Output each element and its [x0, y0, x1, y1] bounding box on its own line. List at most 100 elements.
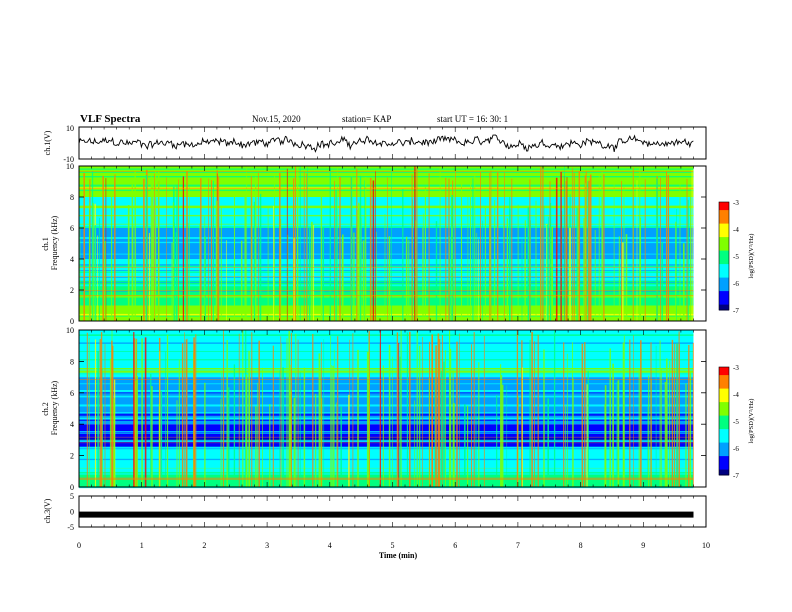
spectrum-stripe	[79, 284, 694, 287]
colorbar-cell	[719, 245, 729, 249]
spectrum-stripe	[79, 458, 694, 461]
spectrum-stripe	[79, 296, 694, 298]
colorbar-cell	[719, 231, 729, 235]
colorbar-cell	[719, 218, 729, 222]
colorbar-cell	[719, 391, 729, 395]
time-tick-label: 9	[641, 541, 645, 550]
colorbar-cell	[719, 242, 729, 246]
spectrum-stripe	[79, 372, 694, 373]
ch3-yticks: 5 0 -5	[67, 492, 74, 532]
colorbar-cell	[719, 466, 729, 471]
colorbar-cell	[719, 301, 729, 306]
freq-tick-label: 8	[70, 193, 74, 202]
colorbar-cell	[719, 412, 729, 417]
colorbar-tick-label: -5	[733, 253, 739, 261]
time-axis-label: Time (min)	[379, 551, 418, 560]
spectrum-stripe	[79, 265, 694, 267]
colorbar-cell	[719, 204, 729, 208]
freq-tick-label: 2	[70, 452, 74, 461]
colorbar-tick-label: -4	[733, 391, 739, 399]
spectrum-stripe	[79, 214, 694, 217]
ch3-ylabel: ch.3(V)	[43, 498, 52, 523]
ch3-ytick-label: -5	[67, 523, 74, 532]
colorbar-cell	[719, 375, 729, 379]
spectrum-stripe	[79, 470, 694, 473]
colorbar-tick-label: -6	[733, 280, 739, 288]
station-label: station= KAP	[342, 114, 391, 124]
colorbar-cell	[719, 399, 729, 403]
spectrum-stripe	[79, 473, 694, 475]
spectrum-stripe	[79, 189, 694, 192]
spectrum-stripe	[79, 404, 694, 407]
colorbar-cell	[719, 266, 729, 270]
spectrum-stripe	[79, 466, 694, 469]
spectrum-band	[79, 197, 694, 228]
colorbar-cell	[719, 434, 729, 438]
colorbar-cell	[719, 247, 729, 252]
spectrum-stripe	[79, 390, 694, 392]
spectrum-stripe	[79, 318, 694, 321]
spectrum-stripe	[79, 213, 694, 216]
ch2-colorbar: -3 -4 -5 -6 -7 log(PSD)(V²/Hz)	[718, 364, 755, 480]
time-tick-label: 10	[702, 541, 710, 550]
ch1-trace	[78, 134, 694, 153]
colorbar-cell	[719, 288, 729, 292]
spectrum-stripe	[79, 241, 694, 244]
minor-tick-marks	[78, 127, 707, 527]
colorbar-cell	[719, 380, 729, 384]
colorbar-cell	[719, 431, 729, 435]
spectrum-stripe	[79, 313, 694, 316]
spectrum-stripe	[79, 430, 694, 432]
spectrum-stripe	[79, 315, 694, 317]
colorbar-tick-label: -7	[733, 307, 739, 315]
colorbar-cell	[719, 410, 729, 414]
colorbar-cell	[719, 461, 729, 465]
time-axis-ticks: 0 1 2 3 4 5 6 7 8 9 10	[77, 541, 710, 550]
colorbar-cell	[719, 394, 729, 398]
colorbar-cell	[719, 234, 729, 238]
colorbar-frame	[718, 201, 730, 311]
ch1-freq-ylabel-line1: ch.1	[41, 237, 50, 251]
spectrum-stripe	[79, 351, 694, 352]
colorbar-cell	[719, 372, 729, 376]
ch1-freq-ticks: 0 2 4 6 8 10	[66, 162, 706, 326]
colorbar-cell	[719, 385, 729, 390]
spectrum-stripe	[79, 353, 694, 356]
colorbar-cell	[719, 404, 729, 408]
colorbar-cell	[719, 215, 729, 219]
spectrum-stripe	[79, 412, 694, 413]
spectrum-stripe	[79, 229, 694, 231]
colorbar-cell	[719, 237, 729, 241]
spectrum-stripe	[79, 342, 694, 344]
spectrum-stripe	[79, 395, 694, 398]
spectrum-stripe	[79, 392, 694, 394]
colorbar-cell	[719, 212, 729, 216]
colorbar-tick-label: -3	[733, 199, 739, 207]
spectrum-band	[79, 330, 694, 378]
spectrum-band	[79, 424, 694, 448]
colorbar-cell	[719, 253, 729, 257]
spectrum-stripe	[79, 271, 694, 273]
ch3-ytick-label: 0	[70, 508, 74, 517]
spectrum-stripe	[79, 237, 694, 239]
colorbar-cell	[719, 423, 729, 427]
colorbar-tick-label: -6	[733, 445, 739, 453]
colorbar-cell	[719, 458, 729, 462]
ch2-freq-ylabel-line1: ch.2	[41, 402, 50, 416]
spectrum-stripe	[79, 432, 694, 434]
spectrum-stripe	[79, 347, 694, 349]
colorbar-cell	[719, 291, 729, 295]
spectrum-stripe	[79, 417, 694, 419]
spectrum-stripe	[79, 481, 694, 482]
colorbar-cell	[719, 280, 729, 284]
spectrum-stripe	[79, 230, 694, 232]
spectrum-stripe	[79, 404, 694, 406]
colorbar-cell	[719, 202, 729, 206]
spectrum-stripe	[79, 440, 694, 442]
time-tick-label: 6	[453, 541, 457, 550]
colorbar-cell	[719, 426, 729, 430]
ch2-spectrogram-panel: 0 2 4 6 8 10 ch.2 Frequency (kHz)	[41, 326, 707, 492]
ch1-ytick-bottom: -10	[63, 155, 74, 164]
spectrum-stripe	[79, 264, 694, 266]
